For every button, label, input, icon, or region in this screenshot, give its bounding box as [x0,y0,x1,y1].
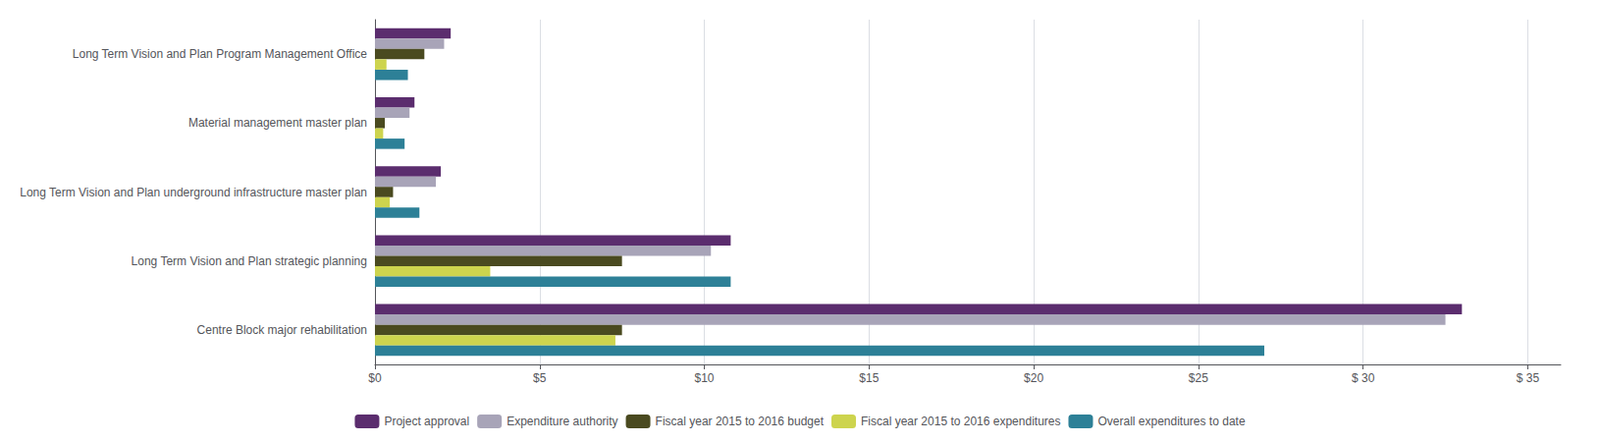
svg-text:$ 30: $ 30 [1351,371,1376,385]
svg-text:Long Term Vision and Plan unde: Long Term Vision and Plan underground in… [19,185,368,200]
svg-text:Fiscal year 2015 to 2016 expen: Fiscal year 2015 to 2016 expenditures [860,414,1061,428]
svg-text:Fiscal year 2015 to 2016 budge: Fiscal year 2015 to 2016 budget [655,414,825,428]
svg-text:Expenditure authority: Expenditure authority [506,414,618,428]
svg-text:Overall expenditures to date: Overall expenditures to date [1097,414,1245,428]
svg-text:$20: $20 [1023,371,1044,385]
svg-text:Project approval: Project approval [383,414,470,428]
svg-text:Long Term Vision and Plan Prog: Long Term Vision and Plan Program Manage… [72,47,368,61]
svg-text:Material management master pla: Material management master plan [188,115,368,130]
svg-text:$ 35: $ 35 [1516,371,1541,385]
svg-text:$0: $0 [368,371,382,385]
svg-text:$10: $10 [694,371,715,385]
svg-text:$5: $5 [533,371,547,385]
svg-text:$25: $25 [1188,371,1209,385]
svg-text:Centre Block major rehabilitat: Centre Block major rehabilitation [197,322,368,337]
svg-text:Long Term Vision and Plan stra: Long Term Vision and Plan strategic plan… [131,254,368,268]
svg-text:$15: $15 [858,371,879,385]
